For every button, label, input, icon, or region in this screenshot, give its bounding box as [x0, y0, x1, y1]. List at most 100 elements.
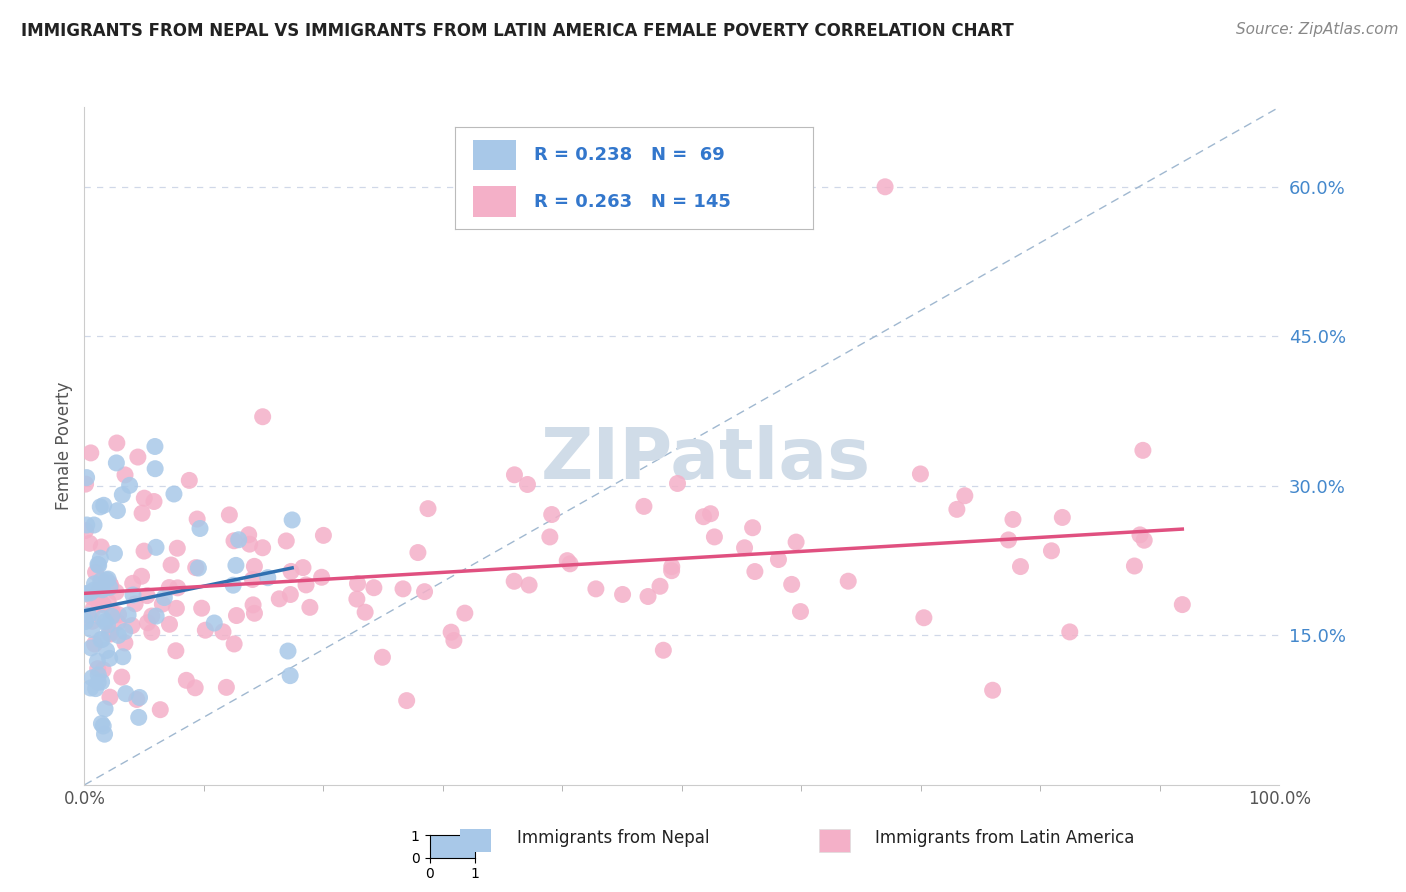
Point [83, 576, 105, 591]
Point [134, 491, 156, 505]
Point [1171, 598, 1194, 612]
Point [222, 578, 245, 592]
Point [98, 651, 121, 665]
Text: Immigrants from Latin America: Immigrants from Latin America [876, 830, 1135, 847]
Point [243, 607, 266, 621]
Point [222, 533, 245, 548]
Point [612, 587, 634, 601]
Point [90, 596, 112, 610]
Text: IMMIGRANTS FROM NEPAL VS IMMIGRANTS FROM LATIN AMERICA FEMALE POVERTY CORRELATIO: IMMIGRANTS FROM NEPAL VS IMMIGRANTS FROM… [21, 22, 1014, 40]
Point [371, 650, 394, 665]
Point [90, 574, 112, 588]
Point [780, 577, 803, 591]
Point [516, 477, 538, 491]
Point [97, 572, 120, 586]
Point [83, 583, 105, 598]
Point [105, 585, 128, 599]
Point [202, 615, 225, 630]
Point [540, 508, 562, 522]
Point [136, 615, 159, 630]
Point [107, 615, 129, 630]
Point [252, 541, 274, 555]
Point [91, 663, 114, 677]
Point [79, 536, 101, 550]
Point [127, 450, 149, 464]
Point [86, 592, 108, 607]
Point [166, 581, 188, 595]
Point [83, 637, 105, 651]
Point [252, 409, 274, 424]
Point [789, 605, 811, 619]
Point [176, 673, 198, 688]
Point [94, 702, 117, 716]
Point [86, 590, 108, 604]
Point [89, 581, 111, 595]
Point [114, 687, 136, 701]
Point [76, 518, 98, 533]
Point [648, 579, 671, 593]
Point [98, 690, 121, 705]
Point [1010, 559, 1032, 574]
Point [93, 498, 115, 512]
Point [280, 565, 302, 579]
Text: R = 0.263   N = 145: R = 0.263 N = 145 [534, 193, 731, 211]
Bar [472, 186, 516, 217]
Point [188, 521, 211, 535]
Point [94, 575, 117, 590]
Point [256, 571, 278, 585]
Point [89, 551, 111, 566]
Point [346, 592, 368, 607]
Point [91, 611, 114, 625]
Point [666, 476, 689, 491]
Point [392, 582, 415, 596]
Point [128, 690, 150, 705]
Point [741, 521, 763, 535]
Point [517, 578, 540, 592]
Point [837, 574, 859, 589]
Point [699, 507, 721, 521]
Point [111, 488, 134, 502]
Point [98, 581, 121, 595]
Point [661, 559, 683, 574]
Point [280, 587, 302, 601]
Point [218, 508, 240, 522]
Point [103, 546, 125, 560]
Point [91, 719, 114, 733]
Point [96, 643, 118, 657]
Point [143, 461, 166, 475]
Point [145, 541, 167, 555]
Point [190, 601, 212, 615]
Point [269, 591, 291, 606]
Point [160, 558, 183, 572]
Point [912, 611, 935, 625]
Point [131, 506, 153, 520]
Point [224, 637, 246, 651]
Point [277, 644, 299, 658]
Point [87, 558, 110, 573]
Point [145, 609, 167, 624]
Point [1059, 624, 1081, 639]
Point [149, 703, 172, 717]
Point [90, 632, 112, 647]
Point [1133, 533, 1156, 548]
Point [125, 692, 148, 706]
Point [454, 606, 477, 620]
Point [128, 710, 150, 724]
Point [875, 179, 897, 194]
Point [298, 600, 321, 615]
Point [75, 615, 97, 629]
Point [1129, 528, 1152, 542]
Text: Source: ZipAtlas.com: Source: ZipAtlas.com [1236, 22, 1399, 37]
Point [136, 589, 159, 603]
Point [555, 554, 578, 568]
Point [101, 609, 124, 624]
Point [97, 595, 120, 609]
Point [1052, 510, 1074, 524]
Point [443, 633, 465, 648]
Point [114, 467, 136, 482]
Point [93, 727, 115, 741]
Point [558, 557, 581, 571]
Point [157, 581, 180, 595]
Point [225, 608, 247, 623]
Point [153, 591, 176, 605]
